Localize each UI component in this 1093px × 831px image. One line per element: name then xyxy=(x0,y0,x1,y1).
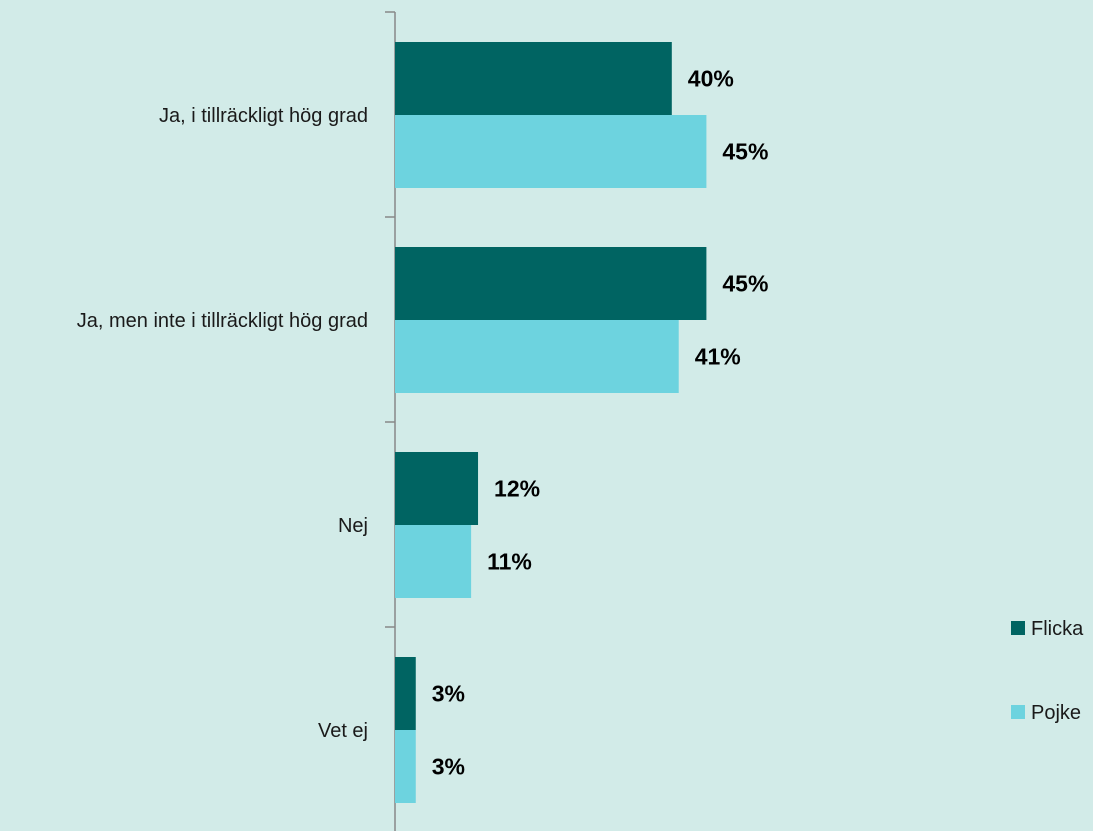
category-label: Vet ej xyxy=(318,720,368,742)
data-label-flicka-3: 12% xyxy=(494,476,540,502)
legend: Flicka Pojke xyxy=(1011,618,1084,724)
bars xyxy=(395,42,707,803)
bar-pojke-1 xyxy=(395,115,707,188)
axis-ticks xyxy=(385,11,395,628)
bar-flicka-2 xyxy=(395,247,707,320)
bar-pojke-4 xyxy=(395,730,416,803)
bar-pojke-3 xyxy=(395,525,472,598)
category-label: Nej xyxy=(338,515,368,537)
data-label-flicka-1: 40% xyxy=(688,66,734,92)
legend-swatch-flicka xyxy=(1011,621,1025,635)
legend-label-pojke: Pojke xyxy=(1031,702,1081,724)
data-label-pojke-2: 41% xyxy=(695,344,741,370)
legend-swatch-pojke xyxy=(1011,705,1025,719)
bar-flicka-4 xyxy=(395,657,416,730)
legend-label-flicka: Flicka xyxy=(1031,618,1084,640)
bar-pojke-2 xyxy=(395,320,679,393)
data-label-flicka-4: 3% xyxy=(432,681,465,707)
category-label: Ja, i tillräckligt hög grad xyxy=(159,105,368,127)
category-label: Ja, men inte i tillräckligt hög grad xyxy=(77,310,368,332)
category-labels: Ja, i tillräckligt hög grad Ja, men inte … xyxy=(77,105,368,742)
bar-flicka-1 xyxy=(395,42,672,115)
data-label-pojke-4: 3% xyxy=(432,754,465,780)
data-label-pojke-3: 11% xyxy=(487,549,532,575)
data-label-flicka-2: 45% xyxy=(722,271,768,297)
data-labels: 40% 45% 45% 41% 12% 11% 3% 3% xyxy=(432,66,769,780)
data-label-pojke-1: 45% xyxy=(722,139,768,165)
bar-flicka-3 xyxy=(395,452,479,525)
